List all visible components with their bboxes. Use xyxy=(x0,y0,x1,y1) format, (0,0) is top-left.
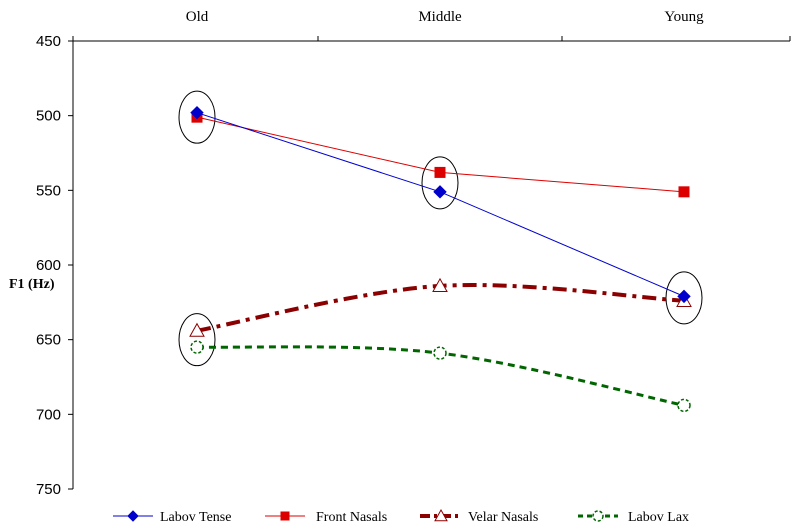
y-tick-label: 550 xyxy=(36,182,61,199)
series-front-nasals xyxy=(191,111,690,198)
legend-label: Labov Lax xyxy=(628,510,689,525)
data-point xyxy=(280,511,290,521)
legend-item: Labov Tense xyxy=(113,510,231,525)
data-point xyxy=(189,322,205,337)
data-point xyxy=(433,185,447,199)
annotation-ellipse xyxy=(421,156,459,210)
series-line xyxy=(196,112,685,297)
legend: Labov Tense Front Nasals Velar Nasals Labov… xyxy=(113,508,689,525)
x-tick-label: Old xyxy=(186,9,209,25)
y-tick-label: 700 xyxy=(36,406,61,423)
data-point xyxy=(677,289,691,304)
x-tick-label: Young xyxy=(664,9,704,25)
data-point xyxy=(127,510,139,522)
y-tick-label: 750 xyxy=(36,481,61,498)
axes: Old Middle Young 450 500 550 600 650 700 750 xyxy=(36,9,791,498)
annotation-ellipse xyxy=(178,90,216,144)
legend-label: Velar Nasals xyxy=(468,510,538,525)
legend-item: Labov Lax xyxy=(578,510,689,525)
annotation-ellipse xyxy=(178,313,216,367)
data-point xyxy=(190,105,204,120)
legend-label: Front Nasals xyxy=(316,510,387,525)
data-point xyxy=(190,340,204,354)
legend-item: Front Nasals xyxy=(265,510,387,525)
y-tick-label: 450 xyxy=(36,33,61,50)
data-point xyxy=(434,508,448,522)
y-tick-label: 650 xyxy=(36,332,61,349)
legend-label: Labov Tense xyxy=(160,510,231,525)
legend-item: Velar Nasals xyxy=(420,508,538,525)
series-labov-tense xyxy=(190,105,691,304)
data-point xyxy=(433,346,447,360)
series-velar-nasals xyxy=(189,277,692,337)
x-tick-label: Middle xyxy=(418,9,462,25)
data-point xyxy=(432,277,448,293)
data-point xyxy=(434,166,446,178)
data-point xyxy=(677,398,691,413)
series-labov-lax xyxy=(190,340,691,413)
series-line xyxy=(196,116,685,193)
y-tick-label: 500 xyxy=(36,108,61,125)
series-layer xyxy=(189,105,692,413)
data-point xyxy=(678,186,690,198)
annotations xyxy=(178,90,703,367)
y-axis-label: F1 (Hz) xyxy=(9,277,55,292)
data-point xyxy=(592,510,604,522)
y-tick-label: 600 xyxy=(36,257,61,274)
